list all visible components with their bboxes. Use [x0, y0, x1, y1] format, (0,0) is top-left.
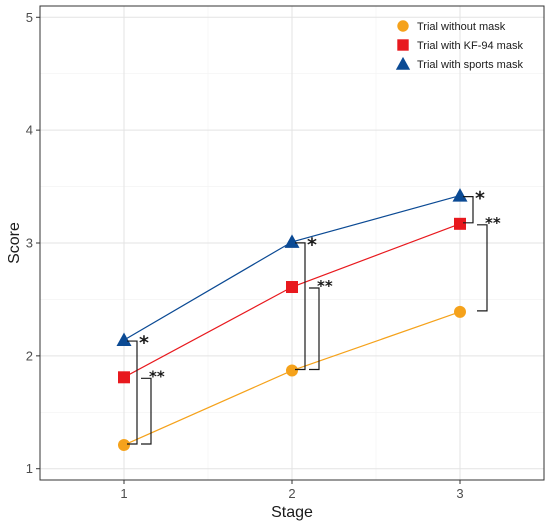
y-tick-label: 1 — [26, 461, 33, 476]
x-axis-title: Stage — [271, 504, 313, 521]
y-tick-label: 2 — [26, 348, 33, 363]
data-point — [286, 364, 298, 377]
significance-label: * — [139, 332, 149, 354]
legend-key — [397, 39, 409, 51]
significance-bracket — [463, 196, 474, 224]
data-point — [118, 371, 130, 384]
legend-key — [395, 56, 411, 70]
data-point — [286, 281, 298, 294]
series — [116, 188, 468, 452]
significance-bracket — [141, 377, 152, 445]
significance-label: * — [475, 188, 485, 210]
legend-label: Trial with KF-94 mask — [417, 40, 523, 52]
significance-label: ** — [485, 214, 501, 232]
significance-label: ** — [317, 277, 333, 295]
data-point — [452, 188, 468, 202]
significance-annotations: ********* — [127, 188, 501, 445]
significance-label: ** — [149, 367, 165, 385]
x-tick-label: 2 — [288, 486, 295, 501]
significance-label: * — [307, 234, 317, 256]
y-tick-label: 3 — [26, 236, 33, 251]
legend: Trial without mask Trial with KF-94 mask T… — [395, 20, 523, 71]
significance-bracket — [127, 340, 138, 445]
y-tick-label: 5 — [26, 10, 33, 25]
x-tick-label: 3 — [456, 486, 463, 501]
x-tick-label: 1 — [120, 486, 127, 501]
legend-label: Trial with sports mask — [417, 59, 523, 71]
data-point — [116, 332, 132, 347]
axes: 1 2 3 1 2 3 4 5 — [26, 10, 464, 501]
data-point — [454, 305, 466, 318]
data-point — [284, 234, 300, 248]
legend-key — [397, 20, 409, 32]
legend-label: Trial without mask — [417, 21, 506, 33]
y-axis-title: Score — [6, 222, 23, 264]
y-tick-label: 4 — [26, 123, 33, 138]
significance-bracket — [309, 287, 320, 371]
significance-bracket — [477, 224, 488, 312]
data-point — [118, 439, 130, 452]
significance-bracket — [295, 242, 306, 371]
data-point — [454, 217, 466, 230]
